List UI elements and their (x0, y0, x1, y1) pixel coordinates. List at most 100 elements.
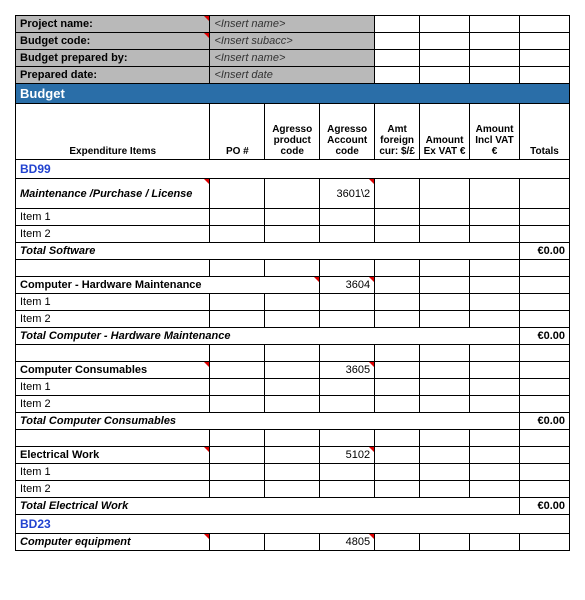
cell[interactable] (520, 396, 570, 413)
cell[interactable] (265, 396, 320, 413)
cell[interactable] (210, 481, 265, 498)
cell[interactable] (320, 464, 375, 481)
item-cell[interactable]: Item 1 (16, 464, 210, 481)
cell[interactable] (265, 534, 320, 551)
blank-cell[interactable] (470, 16, 520, 33)
value-prepared-date[interactable]: <Insert date (210, 67, 375, 84)
item-cell[interactable]: Item 1 (16, 379, 210, 396)
cell[interactable] (210, 362, 265, 379)
cell[interactable] (375, 179, 420, 209)
cell[interactable] (265, 226, 320, 243)
blank-cell[interactable] (520, 50, 570, 67)
cell[interactable] (470, 260, 520, 277)
cell[interactable] (375, 481, 420, 498)
cell[interactable] (420, 447, 470, 464)
blank-cell[interactable] (520, 16, 570, 33)
cell[interactable] (265, 209, 320, 226)
blank-cell[interactable] (375, 16, 420, 33)
cell[interactable] (470, 447, 520, 464)
blank-cell[interactable] (16, 430, 210, 447)
cell[interactable] (265, 294, 320, 311)
blank-cell[interactable] (16, 345, 210, 362)
blank-cell[interactable] (375, 67, 420, 84)
cell[interactable] (470, 379, 520, 396)
cell[interactable] (265, 362, 320, 379)
cell[interactable] (520, 362, 570, 379)
account-code-cell[interactable]: 5102 (320, 447, 375, 464)
cell[interactable] (420, 345, 470, 362)
cell[interactable] (520, 260, 570, 277)
cell[interactable] (470, 311, 520, 328)
cell[interactable] (420, 430, 470, 447)
cell[interactable] (520, 345, 570, 362)
item-cell[interactable]: Item 1 (16, 209, 210, 226)
cell[interactable] (265, 481, 320, 498)
cell[interactable] (210, 209, 265, 226)
cell[interactable] (375, 345, 420, 362)
blank-cell[interactable] (420, 50, 470, 67)
cell[interactable] (375, 277, 420, 294)
cell[interactable] (470, 345, 520, 362)
cell[interactable] (520, 277, 570, 294)
cell[interactable] (420, 464, 470, 481)
cell[interactable] (520, 311, 570, 328)
blank-cell[interactable] (520, 67, 570, 84)
cell[interactable] (210, 226, 265, 243)
account-code-cell[interactable]: 3604 (320, 277, 375, 294)
cell[interactable] (470, 534, 520, 551)
cell[interactable] (470, 226, 520, 243)
item-cell[interactable]: Item 2 (16, 396, 210, 413)
cell[interactable] (375, 226, 420, 243)
blank-cell[interactable] (470, 50, 520, 67)
cell[interactable] (210, 464, 265, 481)
cell[interactable] (265, 447, 320, 464)
cell[interactable] (265, 464, 320, 481)
cell[interactable] (375, 260, 420, 277)
blank-cell[interactable] (16, 260, 210, 277)
account-code-cell[interactable]: 4805 (320, 534, 375, 551)
cell[interactable] (420, 481, 470, 498)
cell[interactable] (520, 534, 570, 551)
blank-cell[interactable] (520, 33, 570, 50)
cell[interactable] (420, 311, 470, 328)
cell[interactable] (210, 534, 265, 551)
cell[interactable] (520, 464, 570, 481)
cell[interactable] (375, 447, 420, 464)
cell[interactable] (320, 311, 375, 328)
cell[interactable] (375, 311, 420, 328)
item-cell[interactable]: Item 2 (16, 226, 210, 243)
cell[interactable] (420, 226, 470, 243)
cell[interactable] (420, 534, 470, 551)
cell[interactable] (520, 430, 570, 447)
cell[interactable] (375, 379, 420, 396)
cell[interactable] (470, 209, 520, 226)
cell[interactable] (520, 294, 570, 311)
cell[interactable] (210, 447, 265, 464)
cell[interactable] (420, 179, 470, 209)
cell[interactable] (375, 209, 420, 226)
cell[interactable] (520, 209, 570, 226)
cell[interactable] (210, 345, 265, 362)
cell[interactable] (210, 379, 265, 396)
cell[interactable] (375, 430, 420, 447)
item-cell[interactable]: Item 2 (16, 311, 210, 328)
cell[interactable] (470, 277, 520, 294)
account-code-cell[interactable]: 3605 (320, 362, 375, 379)
cell[interactable] (375, 362, 420, 379)
item-cell[interactable]: Item 1 (16, 294, 210, 311)
cell[interactable] (470, 430, 520, 447)
item-cell[interactable]: Item 2 (16, 481, 210, 498)
cell[interactable] (265, 430, 320, 447)
cell[interactable] (375, 534, 420, 551)
cell[interactable] (320, 430, 375, 447)
blank-cell[interactable] (375, 50, 420, 67)
cell[interactable] (320, 226, 375, 243)
cell[interactable] (265, 179, 320, 209)
cell[interactable] (520, 447, 570, 464)
cell[interactable] (470, 179, 520, 209)
cell[interactable] (265, 345, 320, 362)
value-project-name[interactable]: <Insert name> (210, 16, 375, 33)
cell[interactable] (210, 311, 265, 328)
cell[interactable] (320, 379, 375, 396)
cell[interactable] (420, 362, 470, 379)
